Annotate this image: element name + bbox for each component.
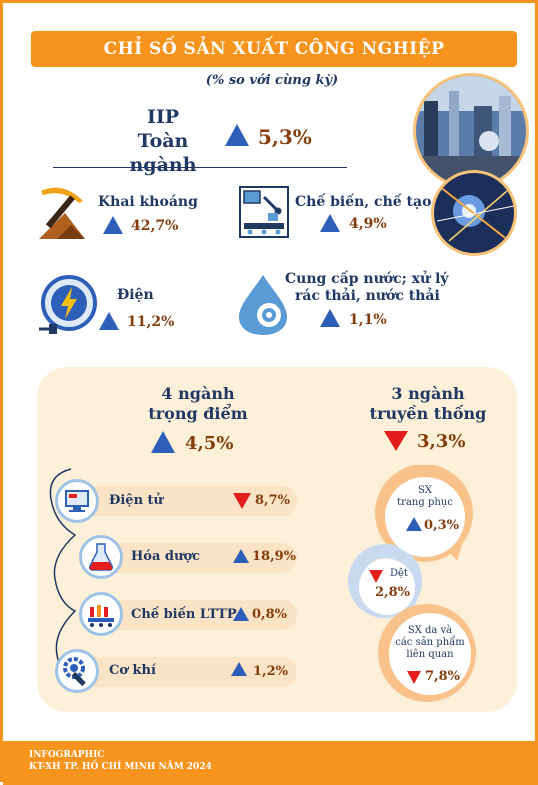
leather-down-arrow-icon	[407, 671, 421, 684]
key-item-food	[99, 600, 297, 630]
textile-down-arrow-icon	[369, 570, 383, 583]
sector-value-mining: 42,7%	[131, 218, 179, 234]
chemistry-flask-icon	[79, 535, 123, 579]
manufacturing-up-arrow-icon	[320, 214, 340, 232]
key-item-mechanical	[75, 657, 297, 687]
key-industries-title: 4 ngành trọng điểm	[123, 384, 273, 424]
key-item-electronics	[75, 486, 297, 516]
key-title-line1: 4 ngành	[161, 384, 235, 403]
garment-value: 0,3%	[424, 518, 459, 533]
leather-label-line2: các sản phẩm	[395, 637, 465, 648]
sector-label-manufacturing: Chế biến, chế tạo	[295, 194, 432, 210]
traditional-industries-value: 3,3%	[417, 431, 466, 452]
key-up-arrow-icon	[151, 431, 175, 453]
key-title-line2: trọng điểm	[148, 404, 248, 423]
footer-line1: INFOGRAPHIC	[29, 750, 105, 760]
leather-label: SX da và các sản phẩm liên quan	[389, 625, 471, 661]
garment-up-arrow-icon	[406, 517, 422, 531]
trad-title-line1: 3 ngành	[391, 384, 465, 403]
pharma-label: Hóa dược	[131, 549, 201, 564]
iip-value: 5,3%	[258, 125, 312, 149]
garment-label: SX trang phục	[385, 485, 465, 509]
trad-title-line2: truyền thống	[369, 404, 487, 423]
garment-circle	[385, 477, 465, 557]
leather-label-line3: liên quan	[406, 649, 454, 660]
sector-label-mining: Khai khoáng	[98, 194, 198, 210]
food-value: 0,8%	[252, 607, 287, 622]
textile-circle	[359, 559, 415, 615]
mining-up-arrow-icon	[103, 216, 123, 234]
timeline-connector	[49, 468, 77, 692]
key-industries-value: 4,5%	[185, 433, 234, 454]
traditional-down-arrow-icon	[384, 431, 408, 451]
traditional-industries-title: 3 ngành truyền thống	[358, 384, 498, 424]
food-up-arrow-icon	[233, 607, 249, 621]
iip-label-line1: IIP	[146, 106, 180, 128]
textile-label: Dệt	[390, 568, 408, 579]
pharma-up-arrow-icon	[233, 549, 249, 563]
water-gear-icon	[239, 275, 287, 335]
water-label-line2: rác thải, nước thải	[295, 288, 440, 304]
iip-label: IIP Toàn ngành	[103, 105, 223, 177]
pharma-value: 18,9%	[252, 549, 297, 564]
mechanical-value: 1,2%	[253, 664, 288, 679]
wrench-gear-icon	[55, 649, 99, 693]
sector-label-electricity: Điện	[117, 287, 154, 303]
mechanical-up-arrow-icon	[231, 662, 247, 676]
pickaxe-icon	[39, 187, 85, 239]
page-title: CHỈ SỐ SẢN XUẤT CÔNG NGHIỆP	[31, 31, 517, 67]
lightning-plug-icon	[39, 275, 97, 334]
leather-circle	[389, 613, 471, 695]
sector-label-water: Cung cấp nước; xử lý rác thải, nước thải	[285, 271, 449, 305]
water-up-arrow-icon	[320, 309, 340, 327]
leather-value: 7,8%	[425, 669, 460, 684]
iip-label-line2: Toàn ngành	[129, 130, 197, 176]
textile-value: 2,8%	[375, 585, 410, 600]
factory-photo-collage	[413, 73, 529, 256]
garment-label-line2: trang phục	[397, 497, 453, 508]
page-subtitle: (% so với cùng kỳ)	[205, 73, 339, 88]
footer-line2: KT-XH TP. HỒ CHÍ MINH NĂM 2024	[29, 762, 212, 772]
electronics-down-arrow-icon	[233, 493, 251, 509]
factory-robot-icon	[239, 186, 289, 238]
water-label-line1: Cung cấp nước; xử lý	[285, 271, 449, 287]
mechanical-label: Cơ khí	[109, 663, 156, 678]
electronics-label: Điện tử	[109, 493, 164, 508]
iip-up-arrow-icon	[225, 124, 249, 146]
electricity-up-arrow-icon	[99, 312, 119, 330]
divider	[53, 167, 347, 168]
footer: INFOGRAPHIC KT-XH TP. HỒ CHÍ MINH NĂM 20…	[3, 741, 538, 785]
key-item-pharma	[99, 543, 297, 573]
garment-label-line1: SX	[418, 485, 432, 496]
sector-value-manufacturing: 4,9%	[349, 216, 387, 232]
food-conveyor-icon	[79, 592, 123, 636]
sector-value-electricity: 11,2%	[127, 314, 175, 330]
computer-icon	[55, 479, 99, 523]
food-label: Chế biến LTTP	[131, 607, 237, 622]
leather-label-line1: SX da và	[407, 625, 453, 636]
sector-value-water: 1,1%	[349, 312, 387, 328]
electronics-value: 8,7%	[255, 493, 290, 508]
